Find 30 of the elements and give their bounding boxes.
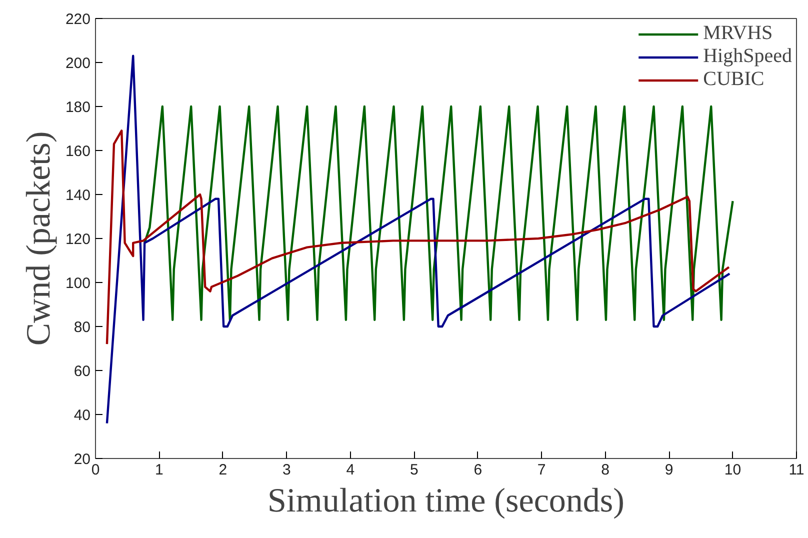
- x-tick-label: 6: [474, 462, 482, 478]
- y-tick-label: 160: [65, 143, 91, 160]
- y-tick-label: 60: [74, 363, 91, 380]
- x-tick-label: 10: [724, 462, 742, 478]
- x-tick-label: 3: [282, 462, 291, 478]
- y-tick-label: 200: [65, 55, 91, 72]
- x-tick-label: 5: [410, 462, 418, 478]
- y-tick-label: 140: [65, 187, 91, 204]
- x-tick-label: 4: [346, 462, 355, 478]
- y-tick-label: 120: [65, 231, 91, 248]
- y-tick-label: 100: [65, 275, 91, 292]
- legend-label: MRVHS: [703, 22, 773, 45]
- x-tick-label: 8: [601, 462, 610, 478]
- line-series: [106, 130, 730, 346]
- y-tick-label: 80: [74, 319, 91, 336]
- y-tick-label: 180: [65, 99, 91, 116]
- x-tick-label: 11: [788, 462, 804, 478]
- y-tick-label: 220: [65, 11, 91, 28]
- x-tick-label: 0: [91, 462, 100, 478]
- x-tick-label: 1: [155, 462, 164, 478]
- y-axis-title: Cwnd (packets): [20, 131, 58, 346]
- legend-label: HighSpeed: [703, 45, 792, 68]
- x-tick-label: 7: [537, 462, 546, 478]
- legend-label: CUBIC: [703, 68, 764, 91]
- y-tick-label: 20: [74, 451, 91, 468]
- line-series: [143, 105, 734, 321]
- x-tick-label: 2: [218, 462, 228, 478]
- x-tick-label: 9: [664, 462, 674, 478]
- x-axis-title: Simulation time (seconds): [268, 482, 624, 520]
- y-tick-label: 40: [74, 407, 91, 424]
